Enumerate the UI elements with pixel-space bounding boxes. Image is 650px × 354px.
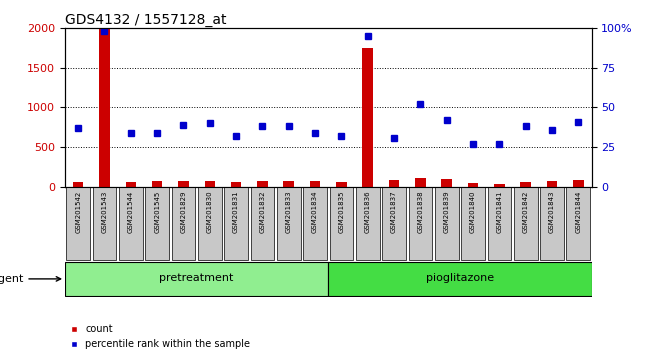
Text: GSM201835: GSM201835 xyxy=(339,190,345,233)
Text: GSM201840: GSM201840 xyxy=(470,190,476,233)
Bar xyxy=(283,182,294,187)
FancyBboxPatch shape xyxy=(198,187,222,261)
Text: GSM201833: GSM201833 xyxy=(286,190,292,233)
FancyBboxPatch shape xyxy=(382,187,406,261)
FancyBboxPatch shape xyxy=(251,187,274,261)
Text: GSM201843: GSM201843 xyxy=(549,190,555,233)
Bar xyxy=(521,182,531,187)
Bar xyxy=(310,182,320,187)
Text: GSM201544: GSM201544 xyxy=(128,190,134,233)
Bar xyxy=(152,182,162,187)
FancyBboxPatch shape xyxy=(356,187,380,261)
FancyBboxPatch shape xyxy=(277,187,300,261)
Bar xyxy=(441,179,452,187)
FancyBboxPatch shape xyxy=(330,187,353,261)
FancyBboxPatch shape xyxy=(462,187,485,261)
Bar xyxy=(99,28,110,187)
FancyBboxPatch shape xyxy=(435,187,458,261)
Text: GSM201837: GSM201837 xyxy=(391,190,397,233)
FancyBboxPatch shape xyxy=(304,187,327,261)
Bar xyxy=(389,180,399,187)
Bar xyxy=(178,181,188,187)
Text: GSM201834: GSM201834 xyxy=(312,190,318,233)
FancyBboxPatch shape xyxy=(488,187,511,261)
Bar xyxy=(336,182,346,187)
FancyBboxPatch shape xyxy=(172,187,195,261)
Bar xyxy=(73,182,83,187)
FancyBboxPatch shape xyxy=(328,262,592,296)
FancyBboxPatch shape xyxy=(146,187,169,261)
Text: GSM201832: GSM201832 xyxy=(259,190,265,233)
Bar xyxy=(415,178,426,187)
Text: agent: agent xyxy=(0,274,60,284)
Text: GSM201842: GSM201842 xyxy=(523,190,528,233)
FancyBboxPatch shape xyxy=(119,187,142,261)
Bar xyxy=(573,180,584,187)
Bar xyxy=(231,182,241,187)
FancyBboxPatch shape xyxy=(66,187,90,261)
Bar xyxy=(363,48,373,187)
FancyBboxPatch shape xyxy=(514,187,538,261)
FancyBboxPatch shape xyxy=(65,262,328,296)
Text: GSM201543: GSM201543 xyxy=(101,190,107,233)
Bar xyxy=(205,182,215,187)
Text: GSM201542: GSM201542 xyxy=(75,190,81,233)
FancyBboxPatch shape xyxy=(224,187,248,261)
Bar xyxy=(468,183,478,187)
Text: pioglitazone: pioglitazone xyxy=(426,273,494,283)
Text: GDS4132 / 1557128_at: GDS4132 / 1557128_at xyxy=(65,13,226,27)
FancyBboxPatch shape xyxy=(93,187,116,261)
Text: GSM201829: GSM201829 xyxy=(181,190,187,233)
Text: GSM201831: GSM201831 xyxy=(233,190,239,233)
Text: pretreatment: pretreatment xyxy=(159,273,234,283)
Text: GSM201545: GSM201545 xyxy=(154,190,160,233)
FancyBboxPatch shape xyxy=(567,187,590,261)
FancyBboxPatch shape xyxy=(540,187,564,261)
Bar xyxy=(494,184,504,187)
Text: GSM201841: GSM201841 xyxy=(497,190,502,233)
Text: GSM201830: GSM201830 xyxy=(207,190,213,233)
Bar xyxy=(125,182,136,187)
Text: GSM201839: GSM201839 xyxy=(444,190,450,233)
Text: GSM201838: GSM201838 xyxy=(417,190,423,233)
Text: GSM201844: GSM201844 xyxy=(575,190,581,233)
Legend: count, percentile rank within the sample: count, percentile rank within the sample xyxy=(70,324,250,349)
FancyBboxPatch shape xyxy=(409,187,432,261)
Bar xyxy=(257,182,268,187)
Bar xyxy=(547,182,557,187)
Text: GSM201836: GSM201836 xyxy=(365,190,370,233)
